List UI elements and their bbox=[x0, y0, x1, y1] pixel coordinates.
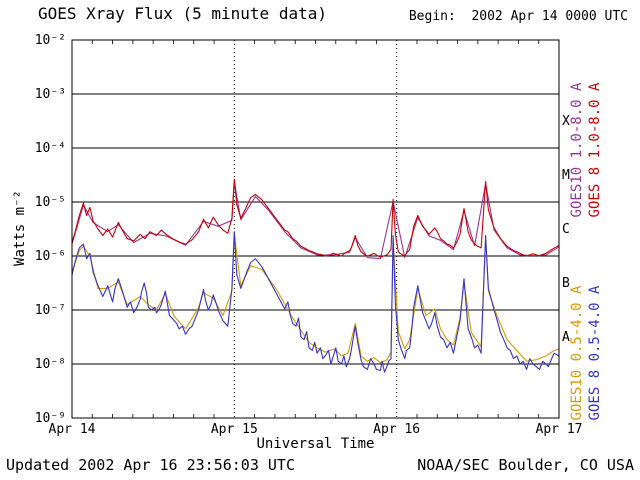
series-goes10-0-5-4-0-a bbox=[71, 233, 560, 364]
plot-border bbox=[71, 39, 560, 419]
y-tick-label: 10⁻⁵ bbox=[35, 195, 66, 210]
flare-class-label-m: M bbox=[562, 168, 570, 183]
updated-timestamp: Updated 2002 Apr 16 23:56:03 UTC bbox=[6, 456, 295, 474]
x-tick-label: Apr 14 bbox=[49, 422, 96, 437]
x-tick-label: Apr 16 bbox=[373, 422, 420, 437]
flare-class-label-x: X bbox=[562, 114, 570, 129]
y-tick-label: 10⁻⁷ bbox=[35, 303, 66, 318]
y-tick-label: 10⁻⁴ bbox=[35, 141, 66, 156]
series-goes-8-0-5-4-0-a bbox=[71, 231, 560, 373]
legend-goes-8-0-5-4-0-a: GOES 8 0.5-4.0 A bbox=[587, 285, 603, 420]
y-tick-label: 10⁻³ bbox=[35, 87, 66, 102]
y-axis-label: Watts m⁻² bbox=[12, 190, 28, 266]
x-axis-label: Universal Time bbox=[256, 436, 375, 452]
flare-class-label-c: C bbox=[562, 222, 570, 237]
legend-goes10-0-5-4-0-a: GOES10 0.5-4.0 A bbox=[569, 285, 585, 420]
series-goes10-1-0-8-0-a bbox=[71, 180, 560, 260]
begin-timestamp: Begin: 2002 Apr 14 0000 UTC bbox=[408, 9, 628, 24]
legend-goes10-1-0-8-0-a: GOES10 1.0-8.0 A bbox=[569, 82, 585, 217]
x-tick-label: Apr 15 bbox=[211, 422, 258, 437]
series-goes-8-1-0-8-0-a bbox=[71, 178, 560, 258]
y-tick-label: 10⁻² bbox=[35, 33, 66, 48]
flare-class-label-a: A bbox=[562, 330, 570, 345]
page-title: GOES Xray Flux (5 minute data) bbox=[38, 4, 327, 23]
y-tick-label: 10⁻⁶ bbox=[35, 249, 66, 264]
flare-class-label-b: B bbox=[562, 276, 570, 291]
legend-goes-8-1-0-8-0-a: GOES 8 1.0-8.0 A bbox=[587, 82, 603, 217]
y-tick-label: 10⁻⁸ bbox=[35, 357, 66, 372]
y-tick-label: 10⁻⁹ bbox=[35, 411, 66, 426]
x-tick-label: Apr 17 bbox=[536, 422, 583, 437]
credit-text: NOAA/SEC Boulder, CO USA bbox=[417, 456, 634, 474]
